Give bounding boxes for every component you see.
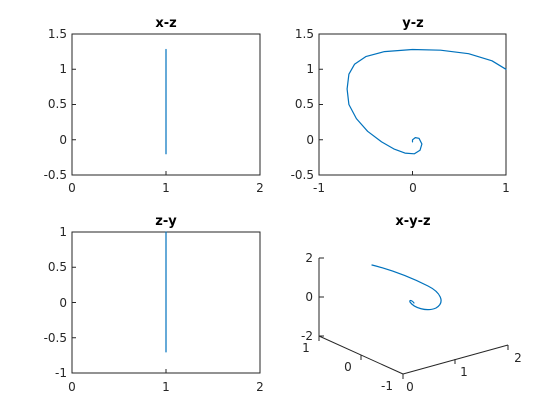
y-tick-label: 0.5 — [48, 260, 67, 274]
y-tick-label: 0 — [59, 133, 67, 147]
y-tick-label: -1 — [55, 366, 67, 380]
x-tick-label: 1 — [162, 380, 170, 394]
x-tick-label: 2 — [256, 181, 264, 195]
tick-marks — [71, 231, 261, 374]
x-tick-labels: 0 1 2 — [68, 181, 264, 195]
x-tick-label: 1 — [162, 181, 170, 195]
series-line-3d — [371, 264, 442, 311]
y-tick-labels: -1 -0.5 0 0.5 1 — [44, 225, 67, 380]
x-tick-label: 2 — [256, 380, 264, 394]
panel-y-z: y-z -1 0 1 -0.5 0 0.5 1 1.5 — [291, 16, 510, 195]
z-tick-label: -2 — [301, 329, 313, 343]
x-tick-labels: 0 1 2 — [406, 351, 522, 394]
x-tick-labels: -1 0 1 — [313, 181, 510, 195]
x-tick-label: 0 — [406, 380, 414, 394]
panel-x-z: x-z 0 1 2 -0.5 0 0.5 1 1.5 — [44, 16, 264, 195]
z-tick-label: 0 — [305, 290, 313, 304]
y-tick-label: 0 — [59, 296, 67, 310]
panel-x-y-z: x-y-z -2 0 2 1 0 -1 0 1 2 — [301, 214, 522, 394]
chart-title: x-y-z — [395, 214, 430, 229]
axes-3d — [318, 257, 509, 379]
y-tick-label: 0.5 — [295, 97, 314, 111]
x-tick-label: 2 — [514, 351, 522, 365]
y-tick-label: 0 — [306, 133, 314, 147]
y-tick-label: -0.5 — [44, 168, 67, 182]
y-tick-label: 1 — [306, 62, 314, 76]
y-tick-labels: -0.5 0 0.5 1 1.5 — [291, 27, 314, 182]
tick-marks — [318, 33, 507, 176]
y-tick-label: 0.5 — [48, 97, 67, 111]
y-tick-label: -0.5 — [44, 331, 67, 345]
chart-title: y-z — [402, 16, 423, 31]
y-tick-label: -0.5 — [291, 168, 314, 182]
y-tick-labels: -0.5 0 0.5 1 1.5 — [44, 27, 67, 182]
y-tick-label: 1.5 — [295, 27, 314, 41]
x-tick-label: -1 — [313, 181, 325, 195]
z-tick-label: 2 — [305, 251, 313, 265]
y-tick-label: 0 — [344, 360, 352, 374]
x-tick-label: 1 — [502, 181, 510, 195]
y-tick-label: 1 — [59, 225, 67, 239]
x-tick-label: 0 — [68, 181, 76, 195]
x-tick-label: 1 — [460, 365, 468, 379]
chart-title: x-z — [155, 16, 176, 31]
panel-z-y: z-y 0 1 2 -1 -0.5 0 0.5 1 — [44, 214, 264, 394]
x-tick-label: 0 — [68, 380, 76, 394]
y-tick-label: 1 — [59, 62, 67, 76]
series-line — [346, 48, 507, 155]
y-tick-label: -1 — [381, 379, 393, 393]
y-tick-labels: 1 0 -1 — [302, 341, 393, 393]
chart-title: z-y — [155, 214, 177, 229]
z-tick-labels: -2 0 2 — [301, 251, 313, 343]
tick-marks — [71, 33, 261, 176]
x-tick-labels: 0 1 2 — [68, 380, 264, 394]
y-tick-label: 1.5 — [48, 27, 67, 41]
y-tick-label: 1 — [302, 341, 310, 355]
x-tick-label: 0 — [409, 181, 417, 195]
